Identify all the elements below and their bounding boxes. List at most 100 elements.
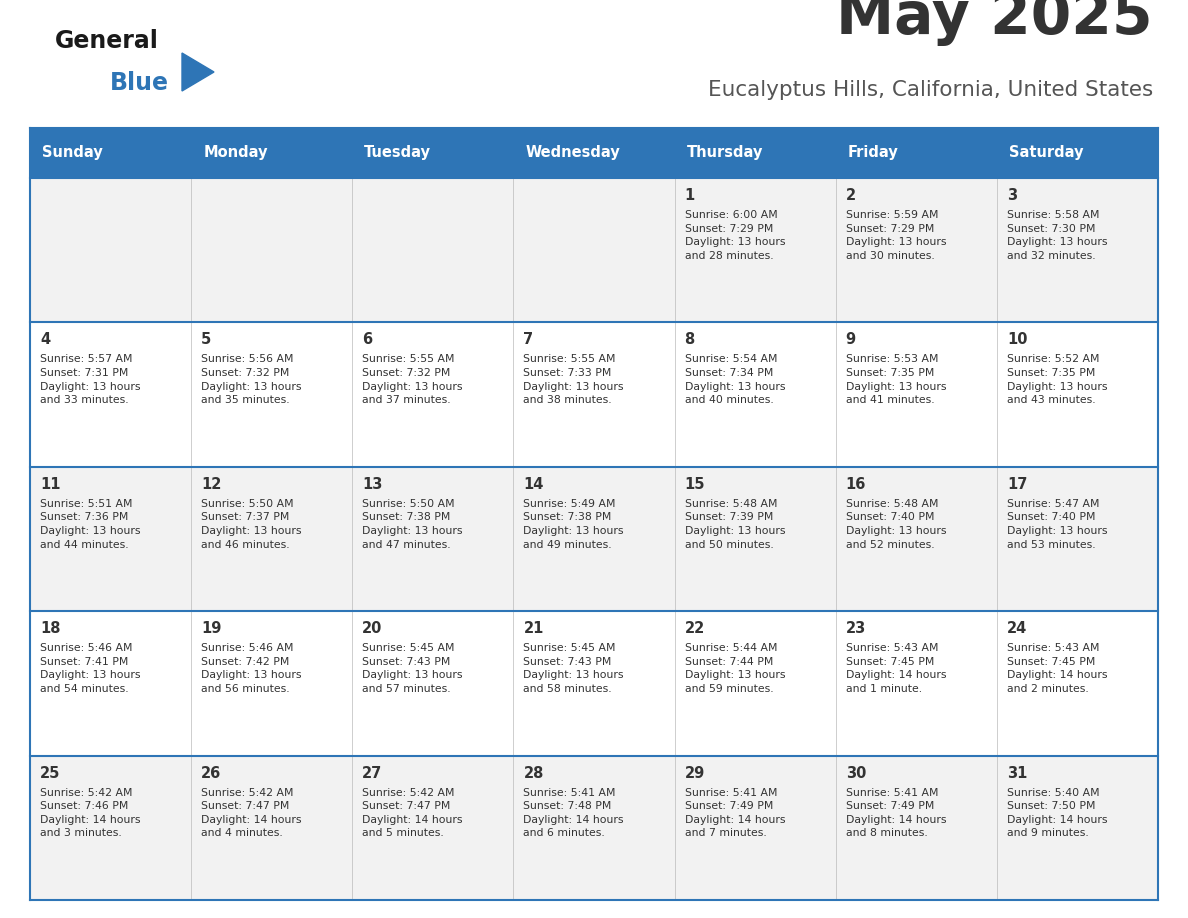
Text: Sunrise: 5:42 AM
Sunset: 7:46 PM
Daylight: 14 hours
and 3 minutes.: Sunrise: 5:42 AM Sunset: 7:46 PM Dayligh… — [40, 788, 140, 838]
Text: 29: 29 — [684, 766, 704, 780]
Bar — [30, 756, 191, 900]
Text: Sunrise: 5:57 AM
Sunset: 7:31 PM
Daylight: 13 hours
and 33 minutes.: Sunrise: 5:57 AM Sunset: 7:31 PM Dayligh… — [40, 354, 140, 405]
Text: Eucalyptus Hills, California, United States: Eucalyptus Hills, California, United Sta… — [708, 80, 1154, 100]
Text: Sunrise: 5:42 AM
Sunset: 7:47 PM
Daylight: 14 hours
and 5 minutes.: Sunrise: 5:42 AM Sunset: 7:47 PM Dayligh… — [362, 788, 463, 838]
Text: Sunrise: 5:51 AM
Sunset: 7:36 PM
Daylight: 13 hours
and 44 minutes.: Sunrise: 5:51 AM Sunset: 7:36 PM Dayligh… — [40, 498, 140, 550]
Text: Sunrise: 5:45 AM
Sunset: 7:43 PM
Daylight: 13 hours
and 58 minutes.: Sunrise: 5:45 AM Sunset: 7:43 PM Dayligh… — [524, 644, 624, 694]
Text: Wednesday: Wednesday — [525, 145, 620, 161]
Text: 7: 7 — [524, 332, 533, 347]
Text: 25: 25 — [40, 766, 61, 780]
Bar — [675, 611, 835, 756]
Text: Monday: Monday — [203, 145, 267, 161]
Bar — [997, 466, 1158, 611]
Text: 13: 13 — [362, 476, 383, 492]
Text: 9: 9 — [846, 332, 855, 347]
Text: Blue: Blue — [110, 71, 169, 95]
Bar — [30, 322, 191, 466]
Text: 22: 22 — [684, 621, 704, 636]
Text: 21: 21 — [524, 621, 544, 636]
Text: Sunrise: 5:52 AM
Sunset: 7:35 PM
Daylight: 13 hours
and 43 minutes.: Sunrise: 5:52 AM Sunset: 7:35 PM Dayligh… — [1007, 354, 1107, 405]
Text: Sunrise: 5:40 AM
Sunset: 7:50 PM
Daylight: 14 hours
and 9 minutes.: Sunrise: 5:40 AM Sunset: 7:50 PM Dayligh… — [1007, 788, 1107, 838]
Text: Tuesday: Tuesday — [365, 145, 431, 161]
Text: 31: 31 — [1007, 766, 1028, 780]
Text: Sunrise: 5:56 AM
Sunset: 7:32 PM
Daylight: 13 hours
and 35 minutes.: Sunrise: 5:56 AM Sunset: 7:32 PM Dayligh… — [201, 354, 302, 405]
Bar — [353, 322, 513, 466]
Text: 15: 15 — [684, 476, 704, 492]
Bar — [513, 466, 675, 611]
Bar — [353, 756, 513, 900]
Text: Sunrise: 5:48 AM
Sunset: 7:40 PM
Daylight: 13 hours
and 52 minutes.: Sunrise: 5:48 AM Sunset: 7:40 PM Dayligh… — [846, 498, 946, 550]
Polygon shape — [182, 53, 214, 91]
Text: Thursday: Thursday — [687, 145, 763, 161]
Text: Sunrise: 5:41 AM
Sunset: 7:48 PM
Daylight: 14 hours
and 6 minutes.: Sunrise: 5:41 AM Sunset: 7:48 PM Dayligh… — [524, 788, 624, 838]
Text: Sunrise: 5:42 AM
Sunset: 7:47 PM
Daylight: 14 hours
and 4 minutes.: Sunrise: 5:42 AM Sunset: 7:47 PM Dayligh… — [201, 788, 302, 838]
Text: General: General — [55, 29, 159, 53]
Bar — [835, 756, 997, 900]
Text: Sunrise: 5:50 AM
Sunset: 7:37 PM
Daylight: 13 hours
and 46 minutes.: Sunrise: 5:50 AM Sunset: 7:37 PM Dayligh… — [201, 498, 302, 550]
Text: Sunrise: 5:49 AM
Sunset: 7:38 PM
Daylight: 13 hours
and 49 minutes.: Sunrise: 5:49 AM Sunset: 7:38 PM Dayligh… — [524, 498, 624, 550]
Bar — [353, 178, 513, 322]
Text: Sunrise: 5:45 AM
Sunset: 7:43 PM
Daylight: 13 hours
and 57 minutes.: Sunrise: 5:45 AM Sunset: 7:43 PM Dayligh… — [362, 644, 463, 694]
Bar — [191, 466, 353, 611]
Text: Sunrise: 5:47 AM
Sunset: 7:40 PM
Daylight: 13 hours
and 53 minutes.: Sunrise: 5:47 AM Sunset: 7:40 PM Dayligh… — [1007, 498, 1107, 550]
Text: Sunrise: 5:55 AM
Sunset: 7:33 PM
Daylight: 13 hours
and 38 minutes.: Sunrise: 5:55 AM Sunset: 7:33 PM Dayligh… — [524, 354, 624, 405]
Text: 28: 28 — [524, 766, 544, 780]
Bar — [513, 322, 675, 466]
Text: 27: 27 — [362, 766, 383, 780]
Text: 6: 6 — [362, 332, 372, 347]
Text: Sunrise: 5:59 AM
Sunset: 7:29 PM
Daylight: 13 hours
and 30 minutes.: Sunrise: 5:59 AM Sunset: 7:29 PM Dayligh… — [846, 210, 946, 261]
Text: Saturday: Saturday — [1009, 145, 1083, 161]
Bar — [30, 611, 191, 756]
Text: Sunrise: 5:44 AM
Sunset: 7:44 PM
Daylight: 13 hours
and 59 minutes.: Sunrise: 5:44 AM Sunset: 7:44 PM Dayligh… — [684, 644, 785, 694]
Text: Sunrise: 5:46 AM
Sunset: 7:42 PM
Daylight: 13 hours
and 56 minutes.: Sunrise: 5:46 AM Sunset: 7:42 PM Dayligh… — [201, 644, 302, 694]
Bar — [997, 322, 1158, 466]
Bar — [191, 128, 353, 178]
Bar — [191, 178, 353, 322]
Bar — [997, 178, 1158, 322]
Bar — [835, 322, 997, 466]
Bar — [513, 611, 675, 756]
Text: 24: 24 — [1007, 621, 1028, 636]
Bar — [191, 756, 353, 900]
Bar — [191, 322, 353, 466]
Bar — [675, 756, 835, 900]
Text: May 2025: May 2025 — [836, 0, 1154, 46]
Bar — [997, 128, 1158, 178]
Text: 12: 12 — [201, 476, 221, 492]
Text: Sunrise: 5:55 AM
Sunset: 7:32 PM
Daylight: 13 hours
and 37 minutes.: Sunrise: 5:55 AM Sunset: 7:32 PM Dayligh… — [362, 354, 463, 405]
Text: Sunday: Sunday — [42, 145, 102, 161]
Text: Sunrise: 5:50 AM
Sunset: 7:38 PM
Daylight: 13 hours
and 47 minutes.: Sunrise: 5:50 AM Sunset: 7:38 PM Dayligh… — [362, 498, 463, 550]
Text: Sunrise: 5:43 AM
Sunset: 7:45 PM
Daylight: 14 hours
and 1 minute.: Sunrise: 5:43 AM Sunset: 7:45 PM Dayligh… — [846, 644, 946, 694]
Text: Sunrise: 5:46 AM
Sunset: 7:41 PM
Daylight: 13 hours
and 54 minutes.: Sunrise: 5:46 AM Sunset: 7:41 PM Dayligh… — [40, 644, 140, 694]
Bar — [675, 178, 835, 322]
Bar — [513, 178, 675, 322]
Bar — [997, 756, 1158, 900]
Text: 10: 10 — [1007, 332, 1028, 347]
Text: 26: 26 — [201, 766, 221, 780]
Text: 18: 18 — [40, 621, 61, 636]
Bar — [513, 756, 675, 900]
Text: 5: 5 — [201, 332, 211, 347]
Bar — [835, 128, 997, 178]
Text: 14: 14 — [524, 476, 544, 492]
Text: Sunrise: 5:48 AM
Sunset: 7:39 PM
Daylight: 13 hours
and 50 minutes.: Sunrise: 5:48 AM Sunset: 7:39 PM Dayligh… — [684, 498, 785, 550]
Text: 16: 16 — [846, 476, 866, 492]
Text: 11: 11 — [40, 476, 61, 492]
Bar — [353, 128, 513, 178]
Bar — [30, 466, 191, 611]
Bar — [675, 322, 835, 466]
Text: 2: 2 — [846, 188, 855, 203]
Bar — [191, 611, 353, 756]
Text: 30: 30 — [846, 766, 866, 780]
Bar — [675, 466, 835, 611]
Text: Sunrise: 5:43 AM
Sunset: 7:45 PM
Daylight: 14 hours
and 2 minutes.: Sunrise: 5:43 AM Sunset: 7:45 PM Dayligh… — [1007, 644, 1107, 694]
Text: 17: 17 — [1007, 476, 1028, 492]
Text: Sunrise: 5:53 AM
Sunset: 7:35 PM
Daylight: 13 hours
and 41 minutes.: Sunrise: 5:53 AM Sunset: 7:35 PM Dayligh… — [846, 354, 946, 405]
Text: 3: 3 — [1007, 188, 1017, 203]
Bar — [997, 611, 1158, 756]
Bar — [353, 466, 513, 611]
Bar — [513, 128, 675, 178]
Bar — [30, 128, 191, 178]
Text: Sunrise: 5:54 AM
Sunset: 7:34 PM
Daylight: 13 hours
and 40 minutes.: Sunrise: 5:54 AM Sunset: 7:34 PM Dayligh… — [684, 354, 785, 405]
Text: 4: 4 — [40, 332, 50, 347]
